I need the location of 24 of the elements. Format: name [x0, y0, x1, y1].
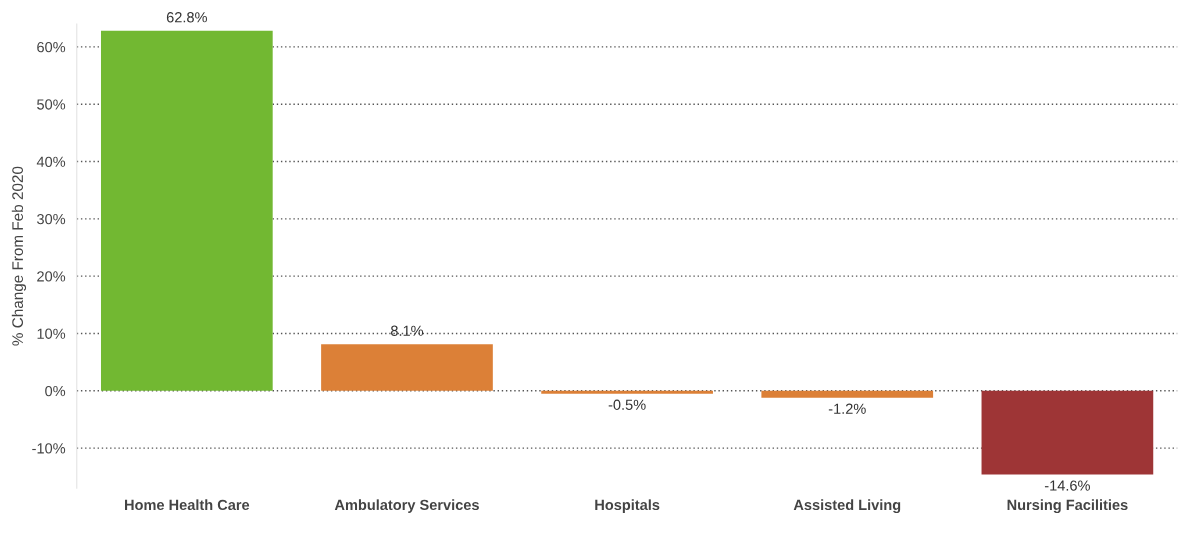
- y-tick-label: 60%: [37, 42, 66, 53]
- x-tick-label: Ambulatory Services: [334, 499, 479, 513]
- bar: [761, 390, 934, 398]
- y-axis-title: % Change From Feb 2020: [11, 166, 27, 346]
- y-tick-label: 10%: [37, 328, 66, 339]
- data-label: -0.5%: [608, 399, 646, 410]
- data-label: 8.1%: [390, 325, 424, 336]
- bar: [100, 30, 273, 391]
- y-tick-label: 20%: [37, 271, 66, 282]
- y-tick-label: 30%: [37, 213, 66, 225]
- bar: [541, 390, 713, 394]
- x-tick-label: Home Health Care: [125, 499, 250, 511]
- y-tick-label: 40%: [36, 156, 66, 167]
- y-tick-label: -10%: [32, 443, 66, 454]
- data-label: 62.8%: [166, 12, 207, 23]
- x-tick-label: Nursing Facilities: [1007, 499, 1128, 513]
- y-tick-label: 0%: [45, 385, 66, 397]
- y-tick-label: 50%: [37, 99, 66, 110]
- x-tick-label: Hospitals: [595, 499, 660, 513]
- data-label: -14.6%: [1044, 480, 1090, 491]
- x-tick-label: Assisted Living: [793, 499, 901, 513]
- data-label: -1.2%: [828, 403, 866, 414]
- bar: [321, 344, 493, 391]
- bar: [981, 390, 1154, 475]
